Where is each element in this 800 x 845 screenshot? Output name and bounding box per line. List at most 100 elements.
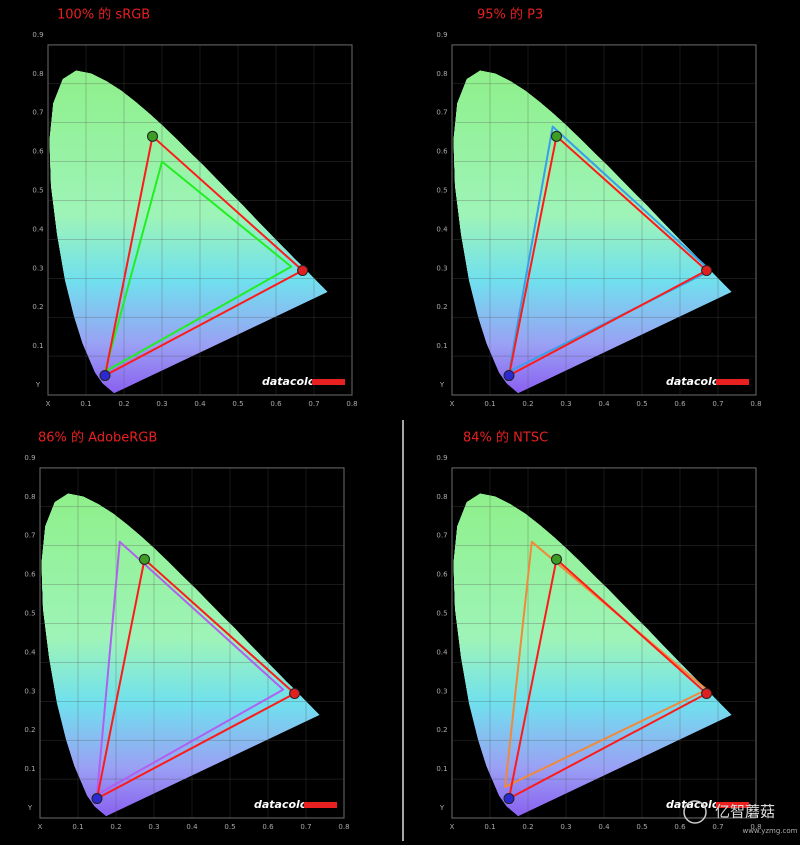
x-tick-label: 0.7 xyxy=(308,400,319,408)
gamut-triangle xyxy=(96,558,296,800)
y-tick-label: 0.5 xyxy=(32,187,43,195)
gamut-triangle xyxy=(104,135,304,377)
logo: datacolor xyxy=(262,375,321,388)
x-tick-label: 0.5 xyxy=(224,823,235,831)
primary-point xyxy=(551,553,562,565)
primary-point xyxy=(297,265,309,277)
x-tick-label: 0.3 xyxy=(148,823,159,831)
logo: datacolor xyxy=(666,375,725,388)
x-tick-label: 0.2 xyxy=(110,823,121,831)
x-tick-label: 0.8 xyxy=(750,400,761,408)
watermark: 亿智蘑菇 www.yzmg.com xyxy=(683,800,798,835)
x-tick-label: X xyxy=(450,823,455,831)
y-tick-label: 0.1 xyxy=(436,765,447,773)
y-tick-label: 0.4 xyxy=(436,648,448,656)
primary-point xyxy=(147,130,158,142)
y-tick-label: 0.7 xyxy=(436,109,447,117)
x-tick-label: 0.1 xyxy=(80,400,91,408)
chart-title: 95% 的 P3 xyxy=(477,7,543,23)
y-tick-label: 0.4 xyxy=(436,225,448,233)
y-tick-label: 0.8 xyxy=(24,493,35,501)
x-tick-label: X xyxy=(450,400,455,408)
y-tick-label: 0.8 xyxy=(436,493,447,501)
x-tick-label: 0.5 xyxy=(232,400,243,408)
y-tick-label: 0.8 xyxy=(32,70,43,78)
x-tick-label: 0.6 xyxy=(674,823,686,831)
primary-point xyxy=(99,370,111,382)
y-tick-label: 0.5 xyxy=(24,610,35,618)
x-tick-label: 0.8 xyxy=(750,823,761,831)
y-tick-label: Y xyxy=(35,381,41,389)
logo-bar xyxy=(716,379,749,385)
y-tick-label: Y xyxy=(439,381,445,389)
x-tick-label: 0.2 xyxy=(522,400,533,408)
chart-panel: X 0.1 0.2 0.3 0.4 0.5 0.6 0.7 0.8 Y 0.1 0.2 0.3 0.4 0.… xyxy=(436,430,761,832)
y-tick-label: 0.5 xyxy=(436,187,447,195)
y-tick-label: Y xyxy=(27,804,33,812)
y-tick-label: 0.7 xyxy=(32,109,43,117)
logo-bar xyxy=(716,802,749,808)
primary-point xyxy=(289,688,301,700)
x-tick-label: 0.7 xyxy=(712,400,723,408)
logo: datacolor xyxy=(666,798,725,811)
gamut-triangle xyxy=(508,558,708,800)
primary-point xyxy=(503,370,515,382)
watermark-url: www.yzmg.com xyxy=(742,827,797,835)
y-tick-label: 0.1 xyxy=(24,765,35,773)
gamut-triangle xyxy=(96,540,285,796)
chart-title: 100% 的 sRGB xyxy=(57,7,150,23)
y-tick-label: 0.4 xyxy=(24,648,36,656)
primary-point xyxy=(701,688,713,700)
y-tick-label: 0.3 xyxy=(24,687,35,695)
gamut-triangle xyxy=(104,160,293,373)
y-tick-label: 0.6 xyxy=(24,571,36,579)
x-tick-label: 0.5 xyxy=(636,823,647,831)
y-tick-label: 0.9 xyxy=(436,454,447,462)
x-tick-label: 0.4 xyxy=(186,823,198,831)
y-tick-label: 0.7 xyxy=(436,532,447,540)
y-tick-label: 0.5 xyxy=(436,610,447,618)
x-tick-label: 0.2 xyxy=(118,400,129,408)
y-tick-label: 0.2 xyxy=(436,303,447,311)
primary-point xyxy=(139,553,150,565)
x-tick-label: 0.3 xyxy=(156,400,167,408)
y-tick-label: 0.6 xyxy=(436,571,448,579)
watermark-name: 亿智蘑菇 xyxy=(715,803,775,821)
x-tick-label: X xyxy=(38,823,43,831)
x-tick-label: 0.7 xyxy=(712,823,723,831)
y-tick-label: 0.9 xyxy=(32,31,43,39)
x-tick-label: 0.1 xyxy=(72,823,83,831)
chart-title: 86% 的 AdobeRGB xyxy=(38,430,157,446)
x-tick-label: X xyxy=(46,400,51,408)
gamut-triangle xyxy=(508,135,708,377)
y-tick-label: Y xyxy=(439,804,445,812)
y-tick-label: 0.1 xyxy=(32,342,43,350)
y-tick-label: 0.6 xyxy=(32,148,44,156)
y-tick-label: 0.2 xyxy=(32,303,43,311)
y-tick-label: 0.1 xyxy=(436,342,447,350)
y-tick-label: 0.9 xyxy=(436,31,447,39)
y-tick-label: 0.6 xyxy=(436,148,448,156)
y-tick-label: 0.2 xyxy=(24,726,35,734)
logo-bar xyxy=(312,379,345,385)
x-tick-label: 0.4 xyxy=(598,400,610,408)
y-tick-label: 0.2 xyxy=(436,726,447,734)
x-tick-label: 0.8 xyxy=(338,823,349,831)
x-tick-label: 0.4 xyxy=(598,823,610,831)
chart-panel: X 0.1 0.2 0.3 0.4 0.5 0.6 0.7 0.8 Y 0.1 0.2 0.3 0.4 0.… xyxy=(24,430,349,832)
x-tick-label: 0.3 xyxy=(560,400,571,408)
x-tick-label: 0.5 xyxy=(636,400,647,408)
x-tick-label: 0.6 xyxy=(262,823,274,831)
logo: datacolor xyxy=(254,798,313,811)
primary-point xyxy=(503,793,515,805)
y-tick-label: 0.7 xyxy=(24,532,35,540)
y-tick-label: 0.3 xyxy=(436,687,447,695)
x-tick-label: 0.3 xyxy=(560,823,571,831)
x-tick-label: 0.1 xyxy=(484,823,495,831)
x-tick-label: 0.2 xyxy=(522,823,533,831)
y-tick-label: 0.4 xyxy=(32,225,44,233)
x-tick-label: 0.6 xyxy=(674,400,686,408)
x-tick-label: 0.8 xyxy=(346,400,357,408)
